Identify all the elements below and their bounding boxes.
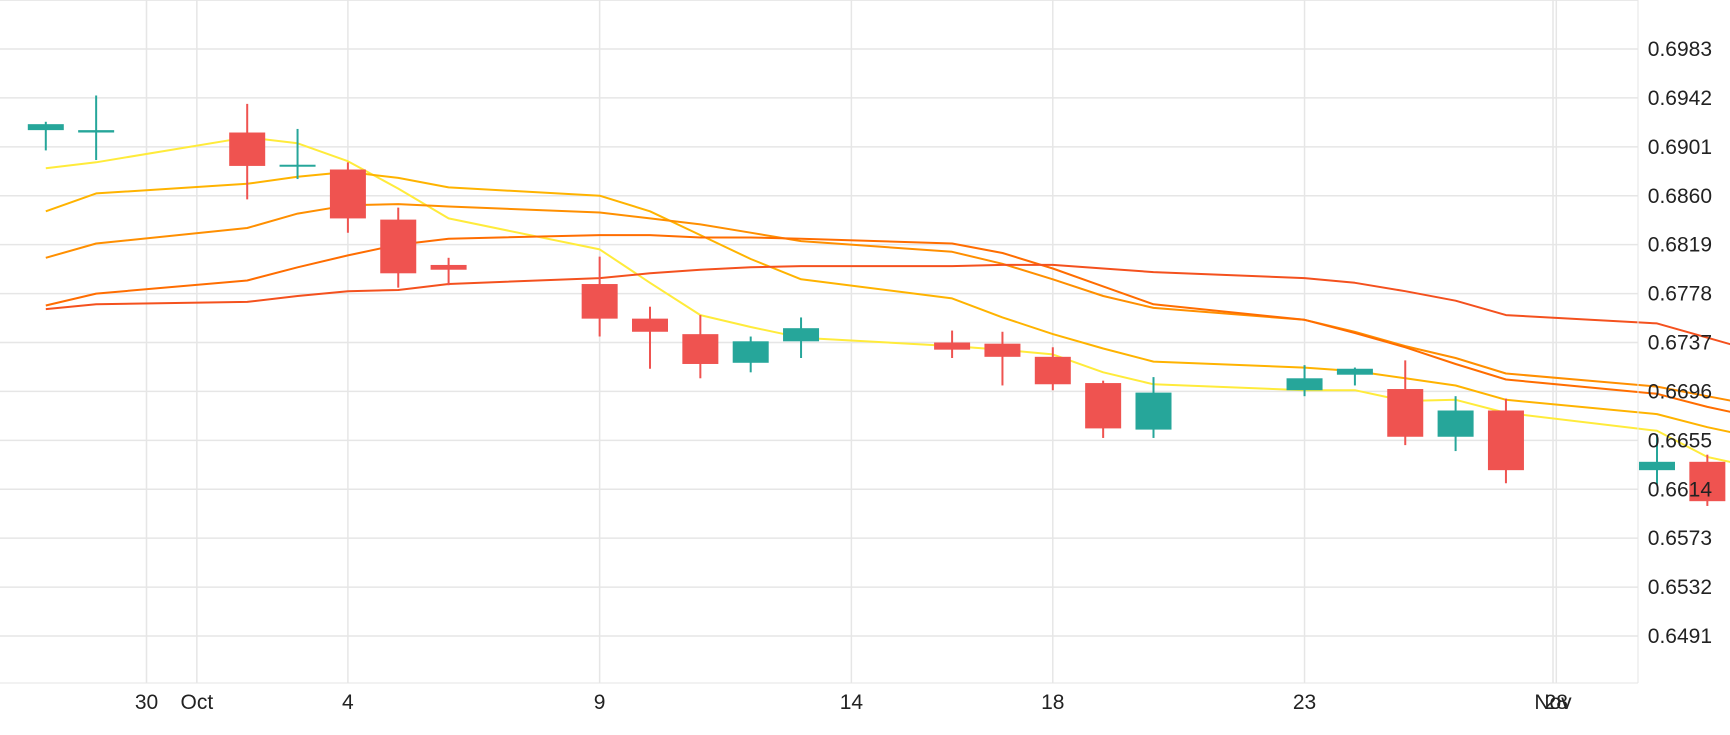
candle-body xyxy=(732,341,769,363)
candle-up xyxy=(783,317,820,359)
candle-body xyxy=(329,169,366,219)
candle-down xyxy=(229,103,266,200)
candle-body xyxy=(229,132,266,166)
y-tick-label: 0.6860 xyxy=(1648,185,1712,208)
y-tick-label: 0.6573 xyxy=(1648,527,1712,550)
y-tick-label: 0.6655 xyxy=(1648,429,1712,452)
y-tick-label: 0.6942 xyxy=(1648,87,1712,110)
candles xyxy=(27,95,1726,506)
candle-body xyxy=(1336,368,1373,375)
candle-body xyxy=(27,124,64,131)
candle-down xyxy=(1387,360,1424,446)
candle-body xyxy=(682,334,719,364)
candle-body xyxy=(380,219,417,274)
candle-body xyxy=(279,164,316,167)
candle-up xyxy=(1437,396,1474,452)
y-tick-label: 0.6696 xyxy=(1648,380,1712,403)
candle-down xyxy=(1689,454,1726,506)
candle-body xyxy=(783,328,820,342)
candle-down xyxy=(934,330,971,359)
moving-average-line-1 xyxy=(45,136,1730,463)
y-tick-label: 0.6491 xyxy=(1648,625,1712,648)
y-tick-label: 0.6532 xyxy=(1648,576,1712,599)
candle-body xyxy=(632,318,668,332)
y-tick-labels: 0.6983 0.6942 0.6901 0.6860 0.6819 0.6778 0.67… xyxy=(1648,38,1713,648)
x-tick-label: Oct xyxy=(181,691,214,714)
candle-up xyxy=(1286,365,1323,397)
candle-body xyxy=(430,264,467,270)
axes xyxy=(0,0,1639,684)
candle-up xyxy=(1639,434,1675,485)
candle-body xyxy=(1387,389,1424,437)
y-tick-label: 0.6737 xyxy=(1648,332,1712,355)
x-tick-label: 4 xyxy=(342,691,354,714)
x-tick-label: 14 xyxy=(840,691,864,714)
candle-up xyxy=(78,95,115,160)
candle-down xyxy=(984,331,1021,386)
x-tick-label: 9 xyxy=(594,691,606,714)
candle-down xyxy=(682,315,719,379)
candle-body xyxy=(984,343,1021,357)
x-tick-label: 18 xyxy=(1041,691,1064,714)
candle-down xyxy=(1487,398,1524,484)
candle-body xyxy=(1034,356,1071,385)
y-tick-label: 0.6614 xyxy=(1648,478,1713,501)
x-tick-label: 23 xyxy=(1293,691,1316,714)
candle-up xyxy=(279,128,316,180)
candle-up xyxy=(1336,367,1373,386)
candle-body xyxy=(1437,410,1474,437)
candle-up xyxy=(27,121,64,151)
moving-average-line-5 xyxy=(45,263,1730,346)
candle-body xyxy=(1487,410,1524,471)
candle-body xyxy=(1085,383,1122,429)
moving-average-line-2 xyxy=(45,170,1730,434)
candle-down xyxy=(1085,380,1122,438)
candle-down xyxy=(632,306,668,369)
candle-body xyxy=(581,284,618,319)
candle-body xyxy=(1689,461,1726,502)
y-tick-label: 0.6819 xyxy=(1648,234,1712,257)
candle-down xyxy=(329,162,366,233)
x-tick-label: Nov xyxy=(1534,691,1572,714)
candle-body xyxy=(78,130,115,133)
grid xyxy=(0,0,1638,683)
x-tick-label: 30 xyxy=(135,691,158,714)
moving-average-lines xyxy=(45,136,1730,463)
candle-body xyxy=(1286,378,1323,391)
candle-up xyxy=(732,336,769,373)
candle-body xyxy=(1639,461,1675,471)
y-tick-label: 0.6901 xyxy=(1648,136,1712,159)
x-tick-label: 28 xyxy=(1545,691,1568,714)
candle-up xyxy=(1135,377,1172,438)
candle-body xyxy=(934,342,971,350)
moving-average-line-4 xyxy=(45,234,1730,413)
candle-body xyxy=(1135,392,1172,430)
candle-down xyxy=(380,207,417,288)
candle-down xyxy=(1034,347,1071,391)
candle-down xyxy=(430,257,467,286)
y-tick-label: 0.6983 xyxy=(1648,38,1712,61)
candle-down xyxy=(581,256,618,337)
moving-average-line-3 xyxy=(45,203,1730,402)
y-tick-label: 0.6778 xyxy=(1648,283,1712,306)
